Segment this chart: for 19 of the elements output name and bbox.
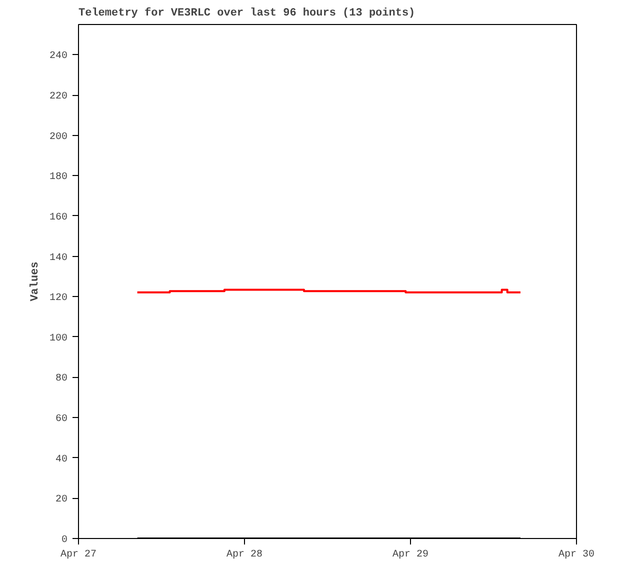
chart-title: Telemetry for VE3RLC over last 96 hours (13 points)	[78, 6, 416, 20]
y-tick-label: 100	[49, 333, 68, 344]
y-tick-label: 60	[56, 414, 68, 426]
y-tick-label: 20	[56, 494, 68, 506]
y-tick-label: 120	[49, 293, 68, 304]
y-tick-label: 140	[49, 252, 68, 264]
y-tick-label: 40	[56, 454, 68, 466]
y-tick-label: 0	[62, 535, 68, 546]
y-tick-label: 180	[49, 172, 68, 184]
x-tick-label: Apr 28	[226, 550, 263, 560]
y-tick-label: 160	[49, 212, 68, 224]
y-tick-label: 200	[49, 132, 68, 143]
y-tick-label: 80	[56, 374, 68, 385]
y-tick-label: 220	[49, 92, 68, 103]
y-axis-title: Values	[29, 262, 42, 302]
x-tick-label: Apr 29	[392, 550, 429, 560]
y-tick-label: 240	[49, 51, 68, 62]
x-tick-label: Apr 30	[558, 550, 595, 560]
x-tick-label: Apr 27	[60, 550, 97, 560]
